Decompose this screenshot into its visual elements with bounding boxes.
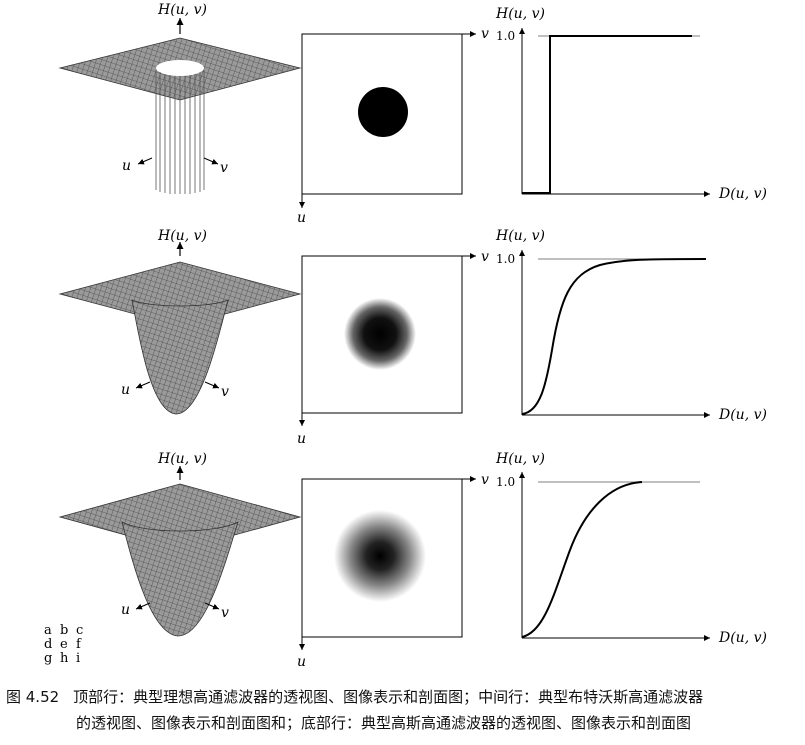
ideal-profile-axis-x: D(u, v) — [718, 186, 767, 202]
butterworth-profile-tick: 1.0 — [496, 252, 515, 266]
butterworth-image-panel: v u — [297, 249, 489, 447]
ideal-perspective-axis-top: H(u, v) — [157, 2, 207, 18]
butterworth-perspective-axis-top: H(u, v) — [157, 228, 207, 244]
gaussian-image-axis-down: u — [297, 654, 306, 670]
butterworth-image-axis-right: v — [481, 249, 489, 265]
gaussian-profile-axis-y: H(u, v) — [495, 451, 545, 467]
ideal-perspective-axis-right: v — [220, 160, 228, 176]
butterworth-disk — [344, 298, 416, 370]
butterworth-bowl — [131, 299, 229, 415]
row-butterworth: H(u, v) u v v u H(u, v) 1.0 D(u, v) — [58, 228, 767, 447]
ideal-image-panel: v u — [297, 26, 489, 226]
row-gaussian: H(u, v) u v v u H(u, v) 1.0 D(u, v) — [58, 451, 767, 670]
ideal-image-axis-right: v — [481, 26, 489, 42]
ideal-cylinder — [155, 70, 205, 194]
gaussian-profile: H(u, v) 1.0 D(u, v) — [495, 451, 767, 646]
row-ideal: H(u, v) u v v u — [58, 2, 767, 226]
butterworth-profile-axis-x: D(u, v) — [718, 407, 767, 423]
butterworth-perspective-axis-right: v — [221, 384, 229, 400]
ideal-image-axis-down: u — [297, 210, 306, 226]
gaussian-image-axis-right: v — [481, 472, 489, 488]
filter-figure: H(u, v) u v v u — [58, 2, 767, 670]
gaussian-perspective-axis-left: u — [121, 602, 130, 618]
gaussian-perspective-axis-top: H(u, v) — [157, 451, 207, 467]
gaussian-perspective-axis-right: v — [221, 605, 229, 621]
ideal-profile-axis-y: H(u, v) — [495, 6, 545, 22]
butterworth-profile: H(u, v) 1.0 D(u, v) — [495, 228, 767, 423]
ideal-profile-curve — [522, 35, 692, 194]
gaussian-perspective-plot: H(u, v) u v — [58, 451, 302, 637]
ideal-profile-tick: 1.0 — [496, 29, 515, 43]
caption-line-1: 图 4.52 顶部行：典型理想高通滤波器的透视图、图像表示和剖面图；中间行：典型布… — [6, 684, 703, 710]
gaussian-profile-tick: 1.0 — [496, 475, 515, 489]
ideal-disk — [358, 87, 408, 137]
ideal-perspective-axis-left: u — [122, 158, 131, 174]
ideal-profile: H(u, v) 1.0 D(u, v) — [495, 6, 767, 202]
gaussian-disk — [334, 510, 426, 602]
gaussian-bowl — [121, 521, 239, 637]
caption-number: 图 4.52 — [6, 688, 60, 706]
butterworth-perspective-axis-left: u — [121, 382, 130, 398]
caption-line-2: 的透视图、图像表示和剖面图和；底部行：典型高斯高通滤波器的透视图、图像表示和剖面… — [76, 714, 692, 732]
ideal-hole — [156, 60, 204, 76]
butterworth-profile-axis-y: H(u, v) — [495, 228, 545, 244]
caption-text-1: 顶部行：典型理想高通滤波器的透视图、图像表示和剖面图；中间行：典型布特沃斯高通滤… — [73, 688, 704, 706]
butterworth-profile-curve — [521, 258, 707, 415]
butterworth-image-axis-down: u — [297, 431, 306, 447]
gaussian-profile-axis-x: D(u, v) — [718, 630, 767, 646]
butterworth-perspective-plot: H(u, v) u v — [58, 228, 302, 415]
gaussian-profile-curve — [521, 481, 643, 638]
ideal-perspective-plot: H(u, v) u v — [58, 2, 302, 194]
gaussian-image-panel: v u — [297, 472, 489, 670]
